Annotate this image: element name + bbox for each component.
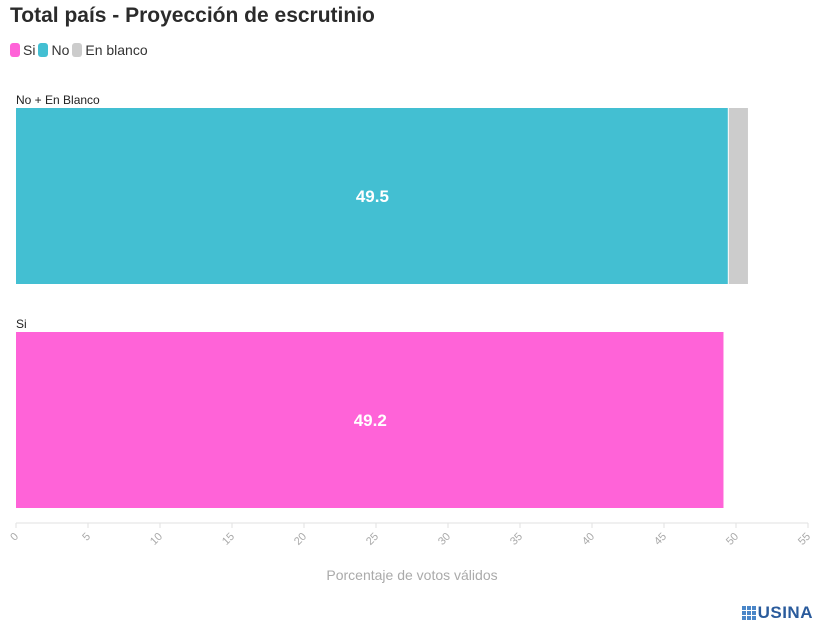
data-label-si: 49.2 bbox=[354, 411, 387, 430]
x-tick-label-40: 40 bbox=[580, 531, 597, 548]
x-axis-title: Porcentaje de votos válidos bbox=[326, 567, 497, 583]
x-tick-label-50: 50 bbox=[724, 531, 741, 548]
chart-title: Total país - Proyección de escrutinio bbox=[10, 4, 375, 27]
bar-no-no-en-blanco bbox=[16, 108, 728, 284]
legend-swatch-no bbox=[38, 43, 49, 57]
legend-swatch-en-blanco bbox=[72, 43, 83, 57]
legend-item-en-blanco[interactable]: En blanco bbox=[72, 42, 148, 58]
x-tick-label-5: 5 bbox=[80, 531, 93, 544]
category-label-no-en-blanco: No + En Blanco bbox=[16, 93, 100, 107]
legend-item-no[interactable]: No bbox=[38, 42, 69, 58]
x-tick-label-55: 55 bbox=[796, 531, 813, 548]
x-tick-label-30: 30 bbox=[436, 531, 453, 548]
x-tick-label-0: 0 bbox=[8, 531, 21, 544]
x-tick-label-20: 20 bbox=[292, 531, 309, 548]
category-label-si: Si bbox=[16, 317, 27, 331]
x-tick-label-15: 15 bbox=[220, 531, 237, 548]
legend: Si No En blanco bbox=[10, 42, 151, 58]
bar-si-si bbox=[16, 332, 724, 508]
x-tick-label-10: 10 bbox=[148, 531, 165, 548]
logo-grid-icon bbox=[741, 606, 756, 620]
legend-label-en-blanco: En blanco bbox=[85, 42, 148, 58]
legend-label-si: Si bbox=[23, 42, 36, 58]
x-tick-label-45: 45 bbox=[652, 531, 669, 548]
data-label-no-en-blanco: 49.5 bbox=[356, 187, 389, 206]
legend-item-si[interactable]: Si bbox=[10, 42, 35, 58]
bar-en-blanco-no-en-blanco bbox=[728, 108, 748, 284]
logo-text: USINA bbox=[757, 603, 813, 622]
usina-logo: USINA bbox=[741, 603, 813, 623]
legend-label-no: No bbox=[51, 42, 70, 58]
x-tick-label-35: 35 bbox=[508, 531, 525, 548]
legend-swatch-si bbox=[10, 43, 20, 57]
x-tick-label-25: 25 bbox=[364, 531, 381, 548]
